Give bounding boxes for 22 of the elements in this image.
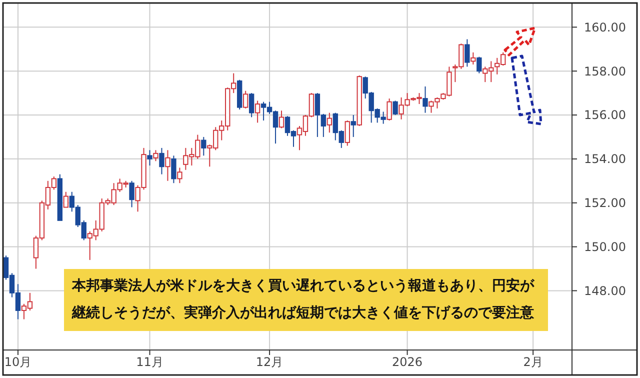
- annotation: 本邦事業法人が米ドルを大きく買い遅れているという報道もあり、円安が継続しそうだが、実弾介入が出れば短期では大きく値を下げるので要注意: [64, 269, 548, 331]
- y-tick-label: 152.00: [584, 196, 626, 210]
- y-tick-label: 160.00: [584, 20, 626, 34]
- y-tick-label: 150.00: [584, 240, 626, 254]
- x-tick-label: 2月: [523, 355, 543, 369]
- candlestick: [422, 86, 428, 114]
- y-tick-label: 154.00: [584, 152, 626, 166]
- candlestick: [254, 100, 260, 124]
- candlestick: [165, 150, 170, 182]
- x-tick-label: 11月: [136, 355, 164, 369]
- y-tick-label: 148.00: [584, 284, 626, 298]
- y-tick-label: 156.00: [584, 108, 626, 122]
- candlestick: [326, 112, 332, 134]
- x-tick-label: 12月: [256, 355, 284, 369]
- candlestick: [159, 147, 164, 175]
- candlestick: [350, 114, 356, 138]
- candlestick: [470, 52, 476, 65]
- candlestick: [147, 150, 152, 166]
- candlestick: [201, 136, 206, 156]
- y-tick-label: 158.00: [584, 64, 626, 78]
- x-tick-label: 10月: [4, 355, 32, 369]
- x-tick-label: 2026: [392, 355, 423, 369]
